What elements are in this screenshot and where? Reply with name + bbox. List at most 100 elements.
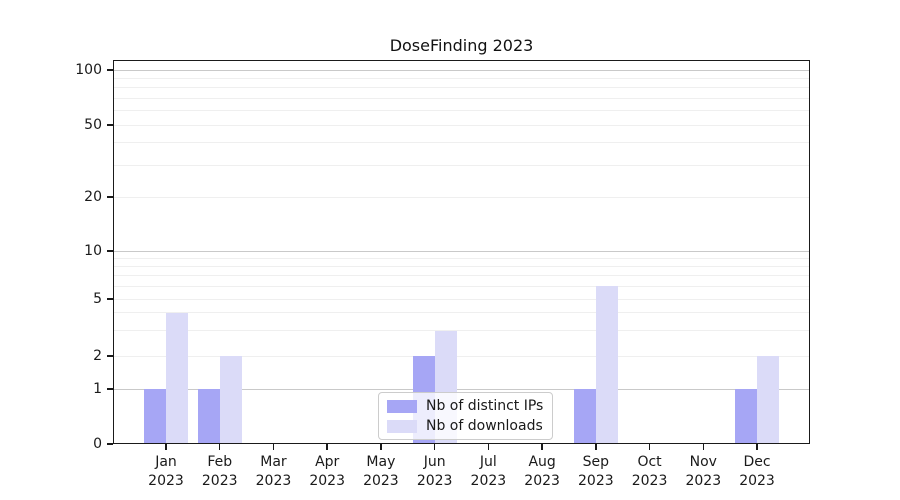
y-tick-label: 10 (84, 243, 102, 259)
minor-gridline (113, 196, 810, 198)
y-tick-label: 0 (93, 436, 102, 452)
y-axis-tick (107, 196, 113, 198)
y-axis-tick (107, 298, 113, 300)
x-axis-tick (487, 444, 490, 450)
x-tick-month: Oct (637, 454, 662, 470)
x-tick-month: Sep (582, 454, 610, 470)
chart-title: DoseFinding 2023 (389, 36, 534, 55)
x-axis-tick (380, 444, 382, 450)
legend-item-downloads: Nb of downloads (387, 418, 543, 434)
y-tick-label: 100 (75, 62, 102, 78)
x-tick-year: 2023 (578, 473, 614, 489)
x-tick-label: Jun 2023 (400, 453, 470, 491)
x-axis-tick (326, 444, 328, 450)
x-axis-tick (648, 444, 651, 450)
x-tick-label: Feb 2023 (185, 453, 255, 491)
x-axis-tick (272, 444, 275, 450)
bar-downloads (595, 286, 618, 444)
x-axis-tick (433, 444, 436, 450)
x-tick-month: Jul (479, 454, 497, 470)
x-tick-year: 2023 (309, 473, 345, 489)
y-axis-tick (107, 250, 113, 252)
x-tick-label: Sep 2023 (561, 453, 631, 491)
x-axis-tick (595, 444, 597, 450)
minor-gridline (113, 110, 810, 112)
minor-gridline (113, 124, 810, 126)
minor-gridline (113, 298, 810, 300)
minor-gridline (113, 257, 810, 259)
x-tick-year: 2023 (416, 473, 453, 489)
y-axis-tick (107, 124, 113, 126)
x-tick-label: Dec 2023 (722, 453, 792, 491)
x-tick-label: Apr 2023 (292, 453, 362, 491)
x-axis-tick (702, 444, 705, 450)
x-tick-label: Aug 2023 (507, 453, 577, 491)
legend-swatch-downloads (387, 419, 417, 433)
y-axis-tick (107, 388, 113, 390)
x-tick-month: Jun (423, 454, 446, 470)
y-tick-label: 1 (93, 381, 102, 397)
legend-label-distinct-ips: Nb of distinct IPs (426, 398, 544, 414)
minor-gridline (113, 87, 810, 89)
bar-distinct-ips (573, 389, 596, 444)
x-axis-tick (541, 444, 543, 450)
y-axis-tick (107, 443, 113, 445)
x-tick-year: 2023 (148, 473, 184, 489)
legend-label-downloads: Nb of downloads (426, 418, 543, 434)
x-tick-label: Nov 2023 (668, 453, 738, 491)
x-tick-year: 2023 (255, 473, 292, 489)
bar-downloads (219, 356, 242, 444)
y-axis-tick (107, 355, 113, 357)
x-axis-tick (218, 444, 221, 450)
x-tick-month: Feb (207, 454, 233, 470)
minor-gridline (113, 285, 810, 287)
minor-gridline (113, 142, 810, 144)
y-tick-label: 5 (93, 291, 102, 307)
y-tick-label: 50 (84, 117, 102, 133)
minor-gridline (113, 275, 810, 277)
legend: Nb of distinct IPs Nb of downloads (378, 392, 554, 440)
minor-gridline (113, 355, 810, 357)
bar-distinct-ips (144, 389, 166, 444)
x-tick-label: Mar 2023 (238, 453, 308, 491)
bar-distinct-ips (197, 389, 220, 444)
minor-gridline (113, 77, 810, 79)
x-tick-year: 2023 (363, 473, 399, 489)
x-tick-year: 2023 (685, 473, 722, 489)
x-tick-year: 2023 (631, 473, 668, 489)
y-tick-label: 2 (93, 348, 102, 364)
x-tick-label: May 2023 (346, 453, 416, 491)
bar-downloads (757, 356, 780, 444)
x-tick-month: Aug (528, 454, 556, 470)
x-tick-label: Jan 2023 (131, 453, 201, 491)
x-tick-year: 2023 (524, 473, 560, 489)
x-tick-year: 2023 (739, 473, 775, 489)
bar-distinct-ips (735, 389, 758, 444)
x-tick-year: 2023 (470, 473, 507, 489)
x-tick-month: Nov (689, 454, 717, 470)
minor-gridline (113, 97, 810, 99)
x-tick-month: Mar (260, 454, 287, 470)
x-axis-tick (165, 444, 167, 450)
y-tick-label: 20 (84, 189, 102, 205)
x-tick-month: Jan (155, 454, 177, 470)
x-tick-label: Jul 2023 (453, 453, 523, 491)
minor-gridline (113, 312, 810, 314)
major-gridline (113, 250, 810, 252)
minor-gridline (113, 330, 810, 332)
x-tick-month: Apr (315, 454, 340, 470)
y-axis-tick (107, 69, 113, 71)
legend-swatch-distinct-ips (387, 399, 417, 413)
x-tick-month: Dec (743, 454, 771, 470)
bar-downloads (166, 312, 188, 444)
x-tick-year: 2023 (201, 473, 238, 489)
x-axis-tick (756, 444, 758, 450)
minor-gridline (113, 265, 810, 267)
legend-item-distinct-ips: Nb of distinct IPs (387, 398, 543, 414)
minor-gridline (113, 164, 810, 166)
plot-border (113, 60, 810, 444)
major-gridline (113, 69, 810, 71)
x-tick-month: May (366, 454, 396, 470)
x-tick-label: Oct 2023 (615, 453, 685, 491)
